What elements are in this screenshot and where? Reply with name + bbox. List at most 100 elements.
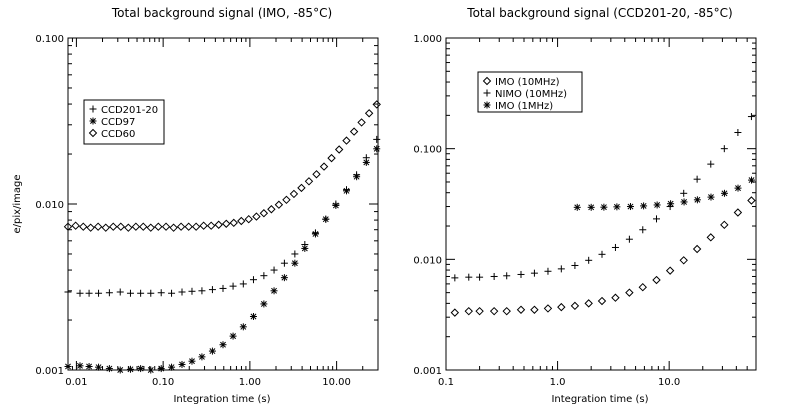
data-point [139,222,148,231]
data-point [229,282,237,290]
marker-stroke [282,195,291,205]
legend-box [477,71,583,113]
data-point [357,118,366,127]
data-point [229,218,238,228]
y-tick-label: 1.000 [413,34,442,45]
marker-stroke [304,177,314,186]
marker-stroke [611,293,620,302]
marker-stroke [198,353,205,360]
data-point [530,269,538,277]
data-point [126,289,134,297]
marker-stroke [124,223,133,232]
marker-stroke [252,212,261,221]
marker-stroke [90,118,96,124]
data-point [349,127,359,136]
data-point [169,223,178,232]
data-point [147,366,155,374]
data-point [274,200,284,209]
data-point [573,203,581,211]
marker-stroke [627,203,634,210]
data-point [613,203,621,211]
data-point [707,193,715,201]
data-point [342,136,351,145]
data-point [124,223,133,232]
data-point [304,177,314,186]
left-chart-xlabel: Integration time (s) [173,394,270,405]
data-point [364,109,374,118]
data-point [611,293,620,302]
data-point [503,272,511,280]
data-point [464,306,473,316]
data-point [639,226,647,234]
data-point [372,100,381,109]
data-point [597,296,607,306]
marker-stroke [372,100,381,109]
x-tick-label: 0.01 [65,377,87,388]
data-point [270,266,278,274]
marker-stroke [116,222,126,231]
marker-stroke [584,299,593,308]
data-point [76,362,84,370]
data-point [176,222,186,231]
marker-stroke [131,222,141,231]
data-point [249,313,257,321]
legend-label: NIMO (10MHz) [495,89,567,100]
marker-stroke [484,102,490,108]
marker-stroke [147,367,154,373]
data-point [476,273,484,281]
marker-stroke [86,223,95,232]
marker-stroke [240,323,247,330]
marker-stroke [735,185,741,192]
data-point [475,306,484,316]
marker-stroke [516,305,526,314]
data-point [168,289,176,297]
left-chart-title: Total background signal (IMO, -85°C) [111,6,332,20]
marker-stroke [557,302,566,312]
data-point [93,222,103,231]
data-point [157,289,165,297]
data-point [260,272,268,280]
marker-stroke [357,118,366,127]
marker-stroke [250,313,257,320]
marker-stroke [694,196,701,203]
data-point [571,261,579,269]
data-point [64,288,72,296]
marker-stroke [665,266,675,275]
marker-stroke [679,256,688,265]
data-point [653,215,661,223]
marker-stroke [101,223,110,232]
data-point [625,235,633,243]
data-point [85,289,93,297]
data-point [178,360,186,368]
marker-stroke [373,145,380,152]
series-imo-10mhz- [450,196,756,317]
left-chart-panel: Total background signal (IMO, -85°C) e/p… [12,6,381,405]
marker-stroke [600,204,607,211]
marker-stroke [189,358,195,365]
data-point [502,306,511,316]
marker-stroke [158,365,165,372]
marker-stroke [79,222,88,231]
marker-stroke [613,203,620,210]
marker-stroke [95,364,102,371]
legend-label: CCD60 [101,129,135,140]
data-point [322,215,330,223]
data-point [720,145,728,153]
data-point [297,183,306,193]
legend: IMO (10MHz)NIMO (10MHz)IMO (1MHz) [477,71,583,113]
legend-label: IMO (1MHz) [495,101,553,112]
data-point [116,366,124,374]
marker-stroke [291,260,298,267]
marker-stroke [259,209,269,218]
data-point [327,153,336,163]
marker-stroke [206,221,216,230]
data-point [101,223,110,232]
data-point [707,160,715,168]
data-point [71,221,80,230]
marker-stroke [692,244,702,254]
data-point [208,347,216,355]
marker-stroke [342,136,351,145]
data-point [208,286,216,294]
marker-stroke [169,223,178,232]
